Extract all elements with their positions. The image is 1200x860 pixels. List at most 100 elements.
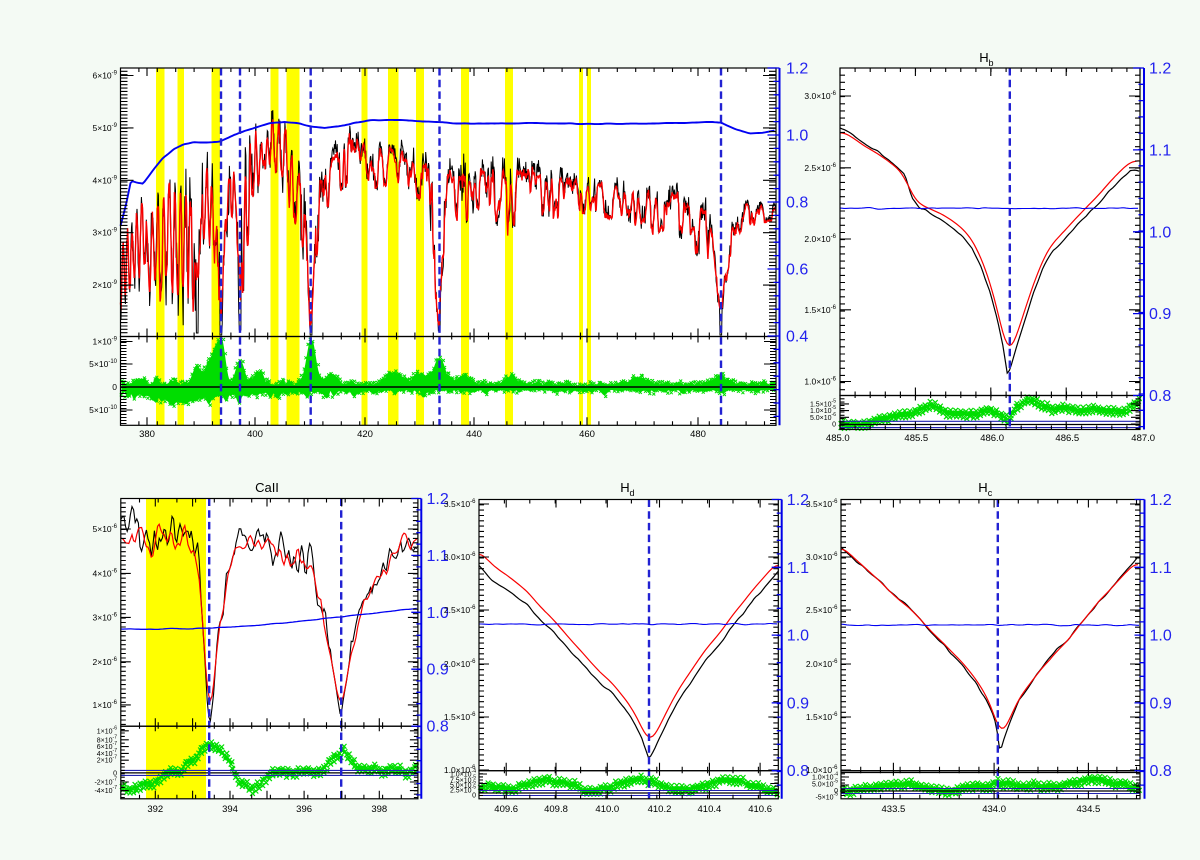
svg-text:433.5: 433.5 — [882, 804, 906, 815]
svg-text:5.0×10-5: 5.0×10-5 — [450, 780, 476, 790]
svg-text:0.9: 0.9 — [787, 695, 809, 712]
svg-text:4×10-6: 4×10-6 — [93, 568, 118, 578]
svg-text:0.8: 0.8 — [786, 195, 808, 212]
svg-text:1.0×10-6: 1.0×10-6 — [804, 377, 836, 387]
svg-text:487.0: 487.0 — [1131, 433, 1155, 444]
svg-text:1.1: 1.1 — [1149, 142, 1171, 159]
svg-text:2×10-6: 2×10-6 — [93, 657, 118, 667]
svg-text:1.2: 1.2 — [427, 491, 449, 508]
svg-text:3.0×10-6: 3.0×10-6 — [444, 552, 476, 562]
svg-text:1.1: 1.1 — [427, 548, 449, 565]
svg-text:409.8: 409.8 — [544, 804, 568, 815]
svg-text:4×10-9: 4×10-9 — [93, 175, 118, 185]
svg-text:0.9: 0.9 — [427, 662, 449, 679]
svg-text:434.0: 434.0 — [982, 804, 1006, 815]
svg-text:486.0: 486.0 — [980, 433, 1004, 444]
svg-text:1.2: 1.2 — [1149, 61, 1171, 78]
svg-text:CaII: CaII — [255, 480, 279, 495]
svg-text:4×10-7: 4×10-7 — [97, 748, 117, 758]
svg-text:410.2: 410.2 — [648, 804, 672, 815]
svg-text:5.0×10-6: 5.0×10-6 — [810, 412, 836, 422]
svg-text:0.8: 0.8 — [427, 719, 449, 736]
svg-text:1.0×10-4: 1.0×10-4 — [812, 772, 838, 782]
svg-text:480: 480 — [690, 429, 706, 440]
svg-text:2.5×10-6: 2.5×10-6 — [444, 605, 476, 615]
svg-text:H: H — [620, 480, 629, 495]
svg-text:1.0×10-4: 1.0×10-4 — [450, 769, 476, 779]
svg-text:380: 380 — [139, 429, 155, 440]
svg-text:3.0×10-6: 3.0×10-6 — [806, 552, 838, 562]
svg-text:1.0×10-6: 1.0×10-6 — [806, 765, 838, 775]
svg-text:1.1: 1.1 — [1150, 560, 1172, 577]
svg-text:3.5×10-6: 3.5×10-6 — [444, 499, 476, 509]
svg-text:2.5×10-5: 2.5×10-5 — [450, 785, 476, 795]
svg-text:0.8: 0.8 — [1150, 763, 1172, 780]
svg-text:1.0: 1.0 — [1150, 628, 1172, 645]
svg-text:392: 392 — [147, 804, 163, 815]
svg-text:1.1: 1.1 — [787, 560, 809, 577]
svg-text:H: H — [978, 480, 987, 495]
svg-text:d: d — [629, 488, 634, 498]
svg-text:-4×10-7: -4×10-7 — [94, 785, 117, 795]
svg-text:2.5×10-6: 2.5×10-6 — [806, 605, 838, 615]
svg-text:0.6: 0.6 — [786, 262, 808, 279]
svg-text:1.2: 1.2 — [1150, 492, 1172, 509]
svg-text:1.5×10-6: 1.5×10-6 — [804, 305, 836, 315]
svg-text:1.0: 1.0 — [427, 605, 449, 622]
svg-text:7.5×10-5: 7.5×10-5 — [450, 775, 476, 785]
svg-text:6×10-7: 6×10-7 — [97, 741, 117, 751]
svg-text:2.0×10-6: 2.0×10-6 — [444, 659, 476, 669]
svg-text:0: 0 — [112, 382, 117, 392]
svg-text:5×10-9: 5×10-9 — [93, 123, 118, 133]
svg-text:5×10-6: 5×10-6 — [93, 524, 118, 534]
svg-text:3.5×10-6: 3.5×10-6 — [806, 499, 838, 509]
svg-text:b: b — [988, 58, 993, 68]
svg-text:394: 394 — [222, 804, 238, 815]
svg-text:3×10-9: 3×10-9 — [93, 228, 118, 238]
svg-text:410.0: 410.0 — [595, 804, 619, 815]
svg-text:1.0×10-6: 1.0×10-6 — [444, 765, 476, 775]
svg-text:2×10-9: 2×10-9 — [93, 280, 118, 290]
svg-text:2×10-7: 2×10-7 — [97, 755, 117, 765]
svg-text:1×10-6: 1×10-6 — [93, 700, 118, 710]
svg-text:400: 400 — [247, 429, 263, 440]
svg-text:410.4: 410.4 — [698, 804, 722, 815]
svg-text:c: c — [988, 488, 993, 498]
svg-text:0.9: 0.9 — [1149, 306, 1171, 323]
svg-text:1.0: 1.0 — [787, 628, 809, 645]
svg-text:1×10-9: 1×10-9 — [93, 337, 118, 347]
svg-text:410.6: 410.6 — [748, 804, 772, 815]
svg-text:1.5×10-5: 1.5×10-5 — [810, 398, 836, 408]
svg-text:420: 420 — [357, 429, 373, 440]
svg-text:2.0×10-6: 2.0×10-6 — [804, 234, 836, 244]
svg-text:H: H — [979, 50, 988, 65]
svg-text:2.0×10-6: 2.0×10-6 — [806, 659, 838, 669]
svg-text:1.0×10-5: 1.0×10-5 — [810, 405, 836, 415]
svg-text:1.2: 1.2 — [786, 61, 808, 78]
svg-text:5.0×10-5: 5.0×10-5 — [812, 779, 838, 789]
svg-text:460: 460 — [579, 429, 595, 440]
svg-text:486.5: 486.5 — [1055, 433, 1079, 444]
svg-text:0: 0 — [832, 422, 836, 429]
svg-text:5×10-10: 5×10-10 — [89, 359, 117, 369]
svg-text:398: 398 — [371, 804, 387, 815]
svg-text:1.5×10-6: 1.5×10-6 — [444, 712, 476, 722]
svg-text:3×10-6: 3×10-6 — [93, 612, 118, 622]
svg-text:8×10-7: 8×10-7 — [97, 734, 117, 744]
svg-text:485.5: 485.5 — [904, 433, 928, 444]
svg-text:6×10-9: 6×10-9 — [93, 71, 118, 81]
svg-text:485.0: 485.0 — [826, 433, 850, 444]
svg-text:0.8: 0.8 — [787, 763, 809, 780]
svg-text:396: 396 — [296, 804, 312, 815]
svg-text:1.5×10-6: 1.5×10-6 — [806, 712, 838, 722]
svg-text:1.2: 1.2 — [787, 492, 809, 509]
svg-text:5×10-10: 5×10-10 — [89, 405, 117, 415]
svg-text:434.5: 434.5 — [1077, 804, 1101, 815]
svg-text:-5×10-5: -5×10-5 — [815, 792, 838, 802]
svg-text:409.6: 409.6 — [494, 804, 518, 815]
svg-text:0: 0 — [834, 788, 838, 795]
svg-text:-2×10-7: -2×10-7 — [94, 777, 117, 787]
svg-text:440: 440 — [466, 429, 482, 440]
svg-text:0.4: 0.4 — [786, 329, 808, 346]
svg-text:3.0×10-6: 3.0×10-6 — [804, 91, 836, 101]
